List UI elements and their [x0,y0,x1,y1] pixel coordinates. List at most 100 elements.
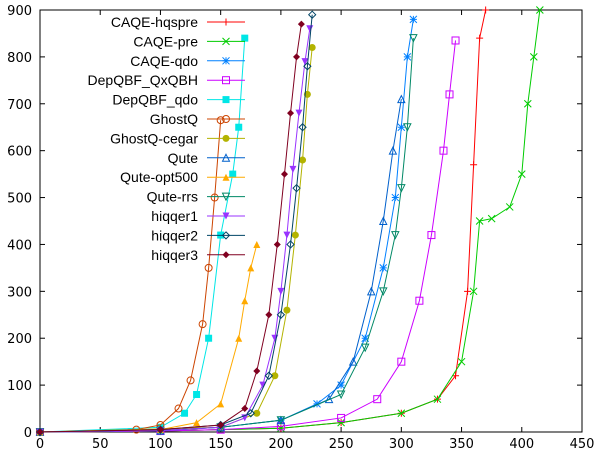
data-point [388,146,398,155]
data-point [222,173,230,181]
data-point [273,240,281,248]
data-point [299,156,307,164]
x-tick-label: 100 [148,437,173,452]
data-point [470,161,478,169]
data-point [415,296,424,305]
data-point [221,153,231,162]
data-point [181,409,189,417]
data-point [301,58,309,66]
x-tick-label: 450 [570,437,595,452]
data-point [293,53,301,61]
data-point [306,25,314,33]
data-point [216,116,225,125]
data-point [505,203,514,211]
data-point [283,306,291,314]
data-point [264,371,274,380]
data-point [451,36,460,45]
y-tick-label: 0 [24,426,32,441]
data-point [281,170,289,178]
series-caqe-pre [36,6,544,436]
legend-label: CAQE-hqspre [111,14,198,30]
series-line [39,40,457,433]
data-point [204,263,213,272]
data-point [433,395,442,404]
data-point [217,400,225,408]
data-point [271,334,279,342]
data-point [391,231,400,240]
legend-label: GhostQ [150,111,198,127]
data-point [291,231,299,239]
data-point [222,96,230,104]
data-point [475,217,484,225]
y-tick-label: 800 [7,51,32,66]
data-point [283,231,291,239]
data-point [222,37,230,46]
series-line [39,120,222,433]
data-point [445,90,454,99]
data-point [409,15,418,24]
data-point [286,240,295,249]
series-qute-opt500 [36,240,261,436]
data-point [523,99,532,108]
data-point [229,170,237,178]
data-point [222,251,230,259]
y-tick-label: 200 [7,332,32,347]
data-point [246,409,255,418]
legend-label: DepQBF_qdo [112,92,198,108]
data-point [337,381,345,389]
data-point [247,264,255,272]
x-tick-label: 300 [389,437,414,452]
data-point [337,413,346,422]
data-point [217,421,225,429]
data-point [241,297,249,305]
y-tick-label: 300 [7,285,32,300]
data-point [287,109,295,117]
data-point [348,357,358,366]
data-point [361,334,370,343]
y-tick-label: 100 [7,379,32,394]
data-point [336,390,346,400]
y-tick-label: 900 [7,4,32,19]
plot-frame [39,9,583,433]
data-point [535,6,544,14]
data-point [265,311,273,319]
data-point [409,34,418,43]
legend-label: DepQBF_QxQBH [88,72,198,88]
data-point [403,123,412,132]
data-point [276,416,286,425]
data-point [222,56,230,65]
data-point [397,184,406,193]
x-tick-label: 150 [208,437,233,452]
data-point [222,115,230,123]
x-tick-label: 200 [268,437,293,452]
y-tick-label: 400 [7,238,32,253]
legend-label: Qute-rrs [147,189,198,205]
data-point [452,372,460,380]
data-point [397,357,406,366]
data-point [289,165,297,173]
series-qute [35,94,406,436]
legend-label: Qute [168,150,199,166]
legend: CAQE-hqspre CAQE-pre CAQE-qdo DepQBF_QxQBH D… [88,14,245,263]
data-point [378,287,388,296]
legend-label: hiqqer3 [151,247,198,263]
data-point [222,212,230,220]
x-tick-label: 250 [329,437,354,452]
data-point [297,20,305,28]
legend-label: hiqqer1 [151,208,198,224]
data-point [487,214,496,223]
data-point [482,6,490,14]
legend-label: hiqqer2 [151,227,198,243]
legend-label: GhostQ-cegar [110,130,198,146]
data-point [295,109,303,117]
data-point [529,53,538,61]
data-point [205,334,213,342]
data-point [271,372,279,380]
data-point [373,395,382,404]
data-point [439,146,448,155]
data-point [292,183,301,193]
data-point [360,343,370,353]
data-point [186,376,195,385]
data-point [241,405,249,413]
data-point [403,53,412,61]
